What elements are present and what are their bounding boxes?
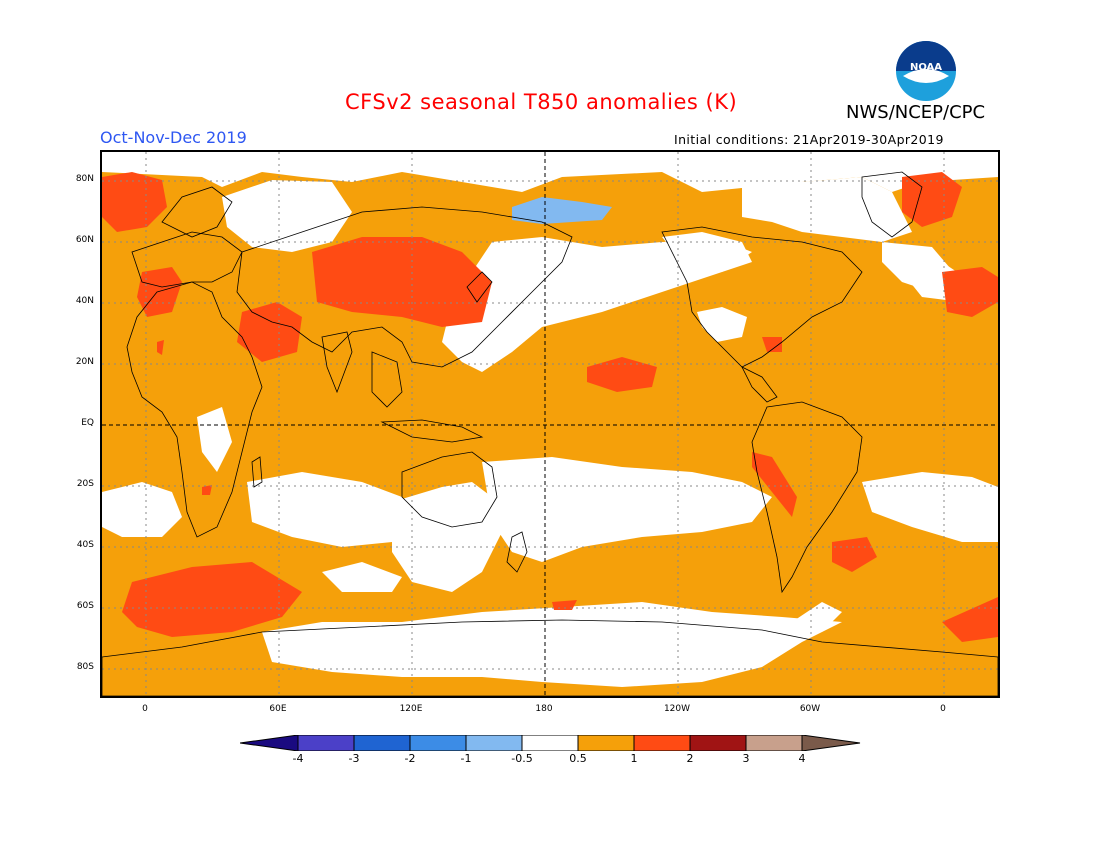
red-europe-east (942, 267, 998, 317)
colorbar-tick-label: -2 (404, 752, 416, 765)
red-florida (762, 337, 782, 352)
antarctic-peninsula-white (792, 602, 842, 632)
coast-north-america (661, 226, 863, 368)
australia-south-white (392, 482, 502, 592)
red-gulf (157, 340, 164, 355)
red-andes (752, 452, 797, 517)
lat-label: 60S (76, 601, 94, 611)
lon-label: 0 (940, 704, 946, 714)
coast-india (321, 331, 353, 394)
red-scandinavia (102, 172, 167, 232)
near-zero-regions (102, 152, 998, 687)
coast-australia (401, 451, 498, 528)
lat-label: 20N (75, 357, 94, 367)
lat-label: 60N (75, 235, 94, 245)
lon-label: 180 (535, 704, 553, 714)
initial-conditions-label: Initial conditions: 21Apr2019-30Apr2019 (674, 132, 944, 147)
colorbar-segment (298, 735, 354, 751)
mexico-white (697, 307, 747, 342)
red-middle-east (237, 302, 302, 362)
coast-scandinavia (161, 186, 233, 238)
anomaly-map (100, 150, 1000, 698)
coast-madagascar (251, 456, 263, 488)
colorbar-segment (466, 735, 522, 751)
red-south-atlantic (832, 537, 877, 572)
lon-label: 60W (799, 704, 821, 714)
colorbar-segment (522, 735, 578, 751)
colorbar-segment (690, 735, 746, 751)
noaa-logo-text: NOAA (910, 62, 942, 73)
coast-south-america (751, 401, 863, 594)
blue-east-siberian-sea (512, 197, 612, 224)
equator-dateline (102, 152, 998, 696)
coast-japan (466, 271, 493, 303)
south-pacific-white (482, 457, 772, 562)
colorbar-tick-label: -4 (292, 752, 304, 765)
colorbar-tick-label: -3 (348, 752, 360, 765)
season-label: Oct-Nov-Dec 2019 (100, 128, 247, 147)
colorbar-right-arrow (802, 735, 860, 751)
lat-label: 40N (75, 296, 94, 306)
colorbar-tick-label: 0.5 (569, 752, 587, 765)
red-greenland-east (902, 172, 962, 227)
indian-ocean-white (247, 472, 422, 547)
europe-north-white (222, 180, 352, 252)
coast-europe (131, 231, 243, 288)
colorbar-tick-label: 3 (742, 752, 750, 765)
colorbar-tick-label: 1 (630, 752, 638, 765)
red-southern-ocean-indian (122, 562, 302, 637)
negative-anomaly-regions (512, 197, 612, 224)
south-atlantic-east-white (862, 472, 998, 542)
colorbar-tick-label: 4 (798, 752, 806, 765)
coast-africa (126, 281, 263, 538)
lat-label: EQ (81, 418, 94, 428)
red-central-asia (312, 237, 492, 327)
coast-new-zealand (506, 531, 528, 573)
south-atlantic-west-white (102, 482, 182, 537)
lon-label: 120W (663, 704, 691, 714)
chart-title: CFSv2 seasonal T850 anomalies (K) (345, 90, 738, 114)
coast-antarctica (102, 619, 998, 696)
colorbar-left-arrow (240, 735, 298, 751)
colorbar-tick-label: -0.5 (511, 752, 533, 765)
colorbar-tick-label: 2 (686, 752, 694, 765)
red-hawaii (587, 357, 657, 392)
agency-label: NWS/NCEP/CPC (846, 102, 986, 123)
lon-label: 60E (269, 704, 287, 714)
lat-label: 80S (76, 662, 94, 672)
north-atlantic-white (882, 242, 962, 292)
lon-label: 0 (142, 704, 148, 714)
noaa-logo: NOAA (895, 40, 957, 102)
africa-east-white (197, 407, 232, 472)
colorbar-segment (354, 735, 410, 751)
coast-southeast-asia (371, 351, 403, 408)
colorbar-tick-label: -1 (460, 752, 472, 765)
coast-central-america (741, 366, 778, 403)
lat-label: 40S (76, 540, 94, 550)
colorbar-segment (746, 735, 802, 751)
antarctic-coast-white (262, 602, 842, 687)
colorbar-segment (410, 735, 466, 751)
canada-white (742, 177, 912, 242)
southern-ocean-white (322, 562, 402, 592)
lat-label: 80N (75, 174, 94, 184)
coast-asia (236, 206, 573, 368)
colorbar (239, 734, 862, 755)
strong-anomaly-regions (102, 172, 998, 642)
coast-indonesia (380, 419, 484, 443)
red-europe (137, 267, 182, 317)
gridlines (102, 152, 998, 696)
north-pacific-white (442, 237, 752, 372)
coast-greenland (861, 171, 923, 238)
lon-label: 120E (399, 704, 423, 714)
colorbar-segment (634, 735, 690, 751)
red-africa-small (202, 485, 212, 495)
colorbar-segment (578, 735, 634, 751)
coastlines (102, 171, 998, 696)
lat-label: 20S (76, 479, 94, 489)
